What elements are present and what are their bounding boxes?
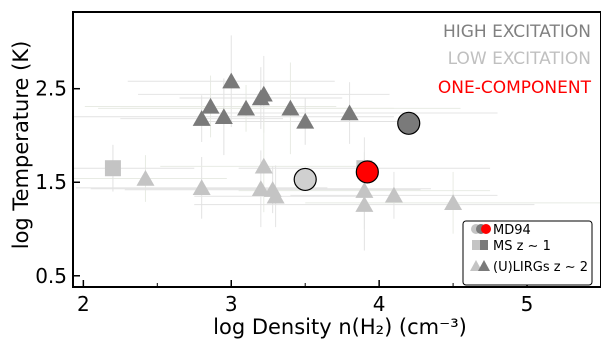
triangle-point <box>340 104 359 121</box>
x-axis-title: log Density n(H₂) (cm⁻³) <box>213 315 467 339</box>
legend-ulirg-marker-light <box>470 260 482 271</box>
x-tick-label: 3 <box>225 292 238 316</box>
axis-ticks: 2 3 4 5 0.5 1.5 2.5 <box>35 77 601 316</box>
y-axis-title: log Temperature (K) <box>9 41 33 250</box>
legend: MD94 MS z ∼ 1 (U)LIRGs z ∼ 2 <box>462 220 593 286</box>
legend-ms-label: MS z ∼ 1 <box>493 239 551 254</box>
triangle-point <box>355 182 374 198</box>
triangle-point <box>201 97 220 114</box>
triangle-point <box>214 108 233 124</box>
square-point <box>104 160 121 177</box>
y-tick-label: 0.5 <box>35 264 67 288</box>
x-tick-label: 5 <box>521 292 534 316</box>
legend-md94-label: MD94 <box>493 223 531 238</box>
x-tick-label: 2 <box>77 292 90 316</box>
y-tick-label: 2.5 <box>35 77 67 101</box>
legend-md94-marker-red <box>481 224 491 234</box>
triangle-point <box>237 99 256 116</box>
annotation-one-component: ONE-COMPONENT <box>438 78 592 98</box>
x-tick-label: 4 <box>373 292 386 316</box>
triangle-point <box>355 196 374 212</box>
circle-point <box>397 111 421 135</box>
legend-ulirg-marker-dark <box>478 260 490 271</box>
circle-point <box>293 167 317 192</box>
annotation-high-excitation: HIGH EXCITATION <box>443 22 591 42</box>
triangle-point <box>296 112 315 129</box>
y-tick-label: 1.5 <box>35 170 67 194</box>
plot-frame <box>72 11 601 288</box>
triangle-point <box>192 110 211 126</box>
circle-point <box>355 160 379 184</box>
legend-ms-marker-light <box>472 240 480 250</box>
triangle-point <box>136 169 155 186</box>
triangle-point <box>281 99 300 116</box>
legend-ms-marker-dark <box>480 240 488 250</box>
annotation-low-excitation: LOW EXCITATION <box>448 49 591 69</box>
triangle-point <box>251 180 270 196</box>
triangle-point <box>444 194 463 211</box>
legend-box <box>462 220 593 286</box>
triangle-point <box>254 157 273 174</box>
triangle-point <box>192 179 211 196</box>
triangle-point <box>266 187 285 204</box>
data-points <box>104 72 463 212</box>
triangle-point <box>222 72 241 89</box>
triangle-point <box>384 186 403 203</box>
triangle-point <box>254 85 273 102</box>
legend-ulirg-label: (U)LIRGs z ∼ 2 <box>493 260 588 275</box>
